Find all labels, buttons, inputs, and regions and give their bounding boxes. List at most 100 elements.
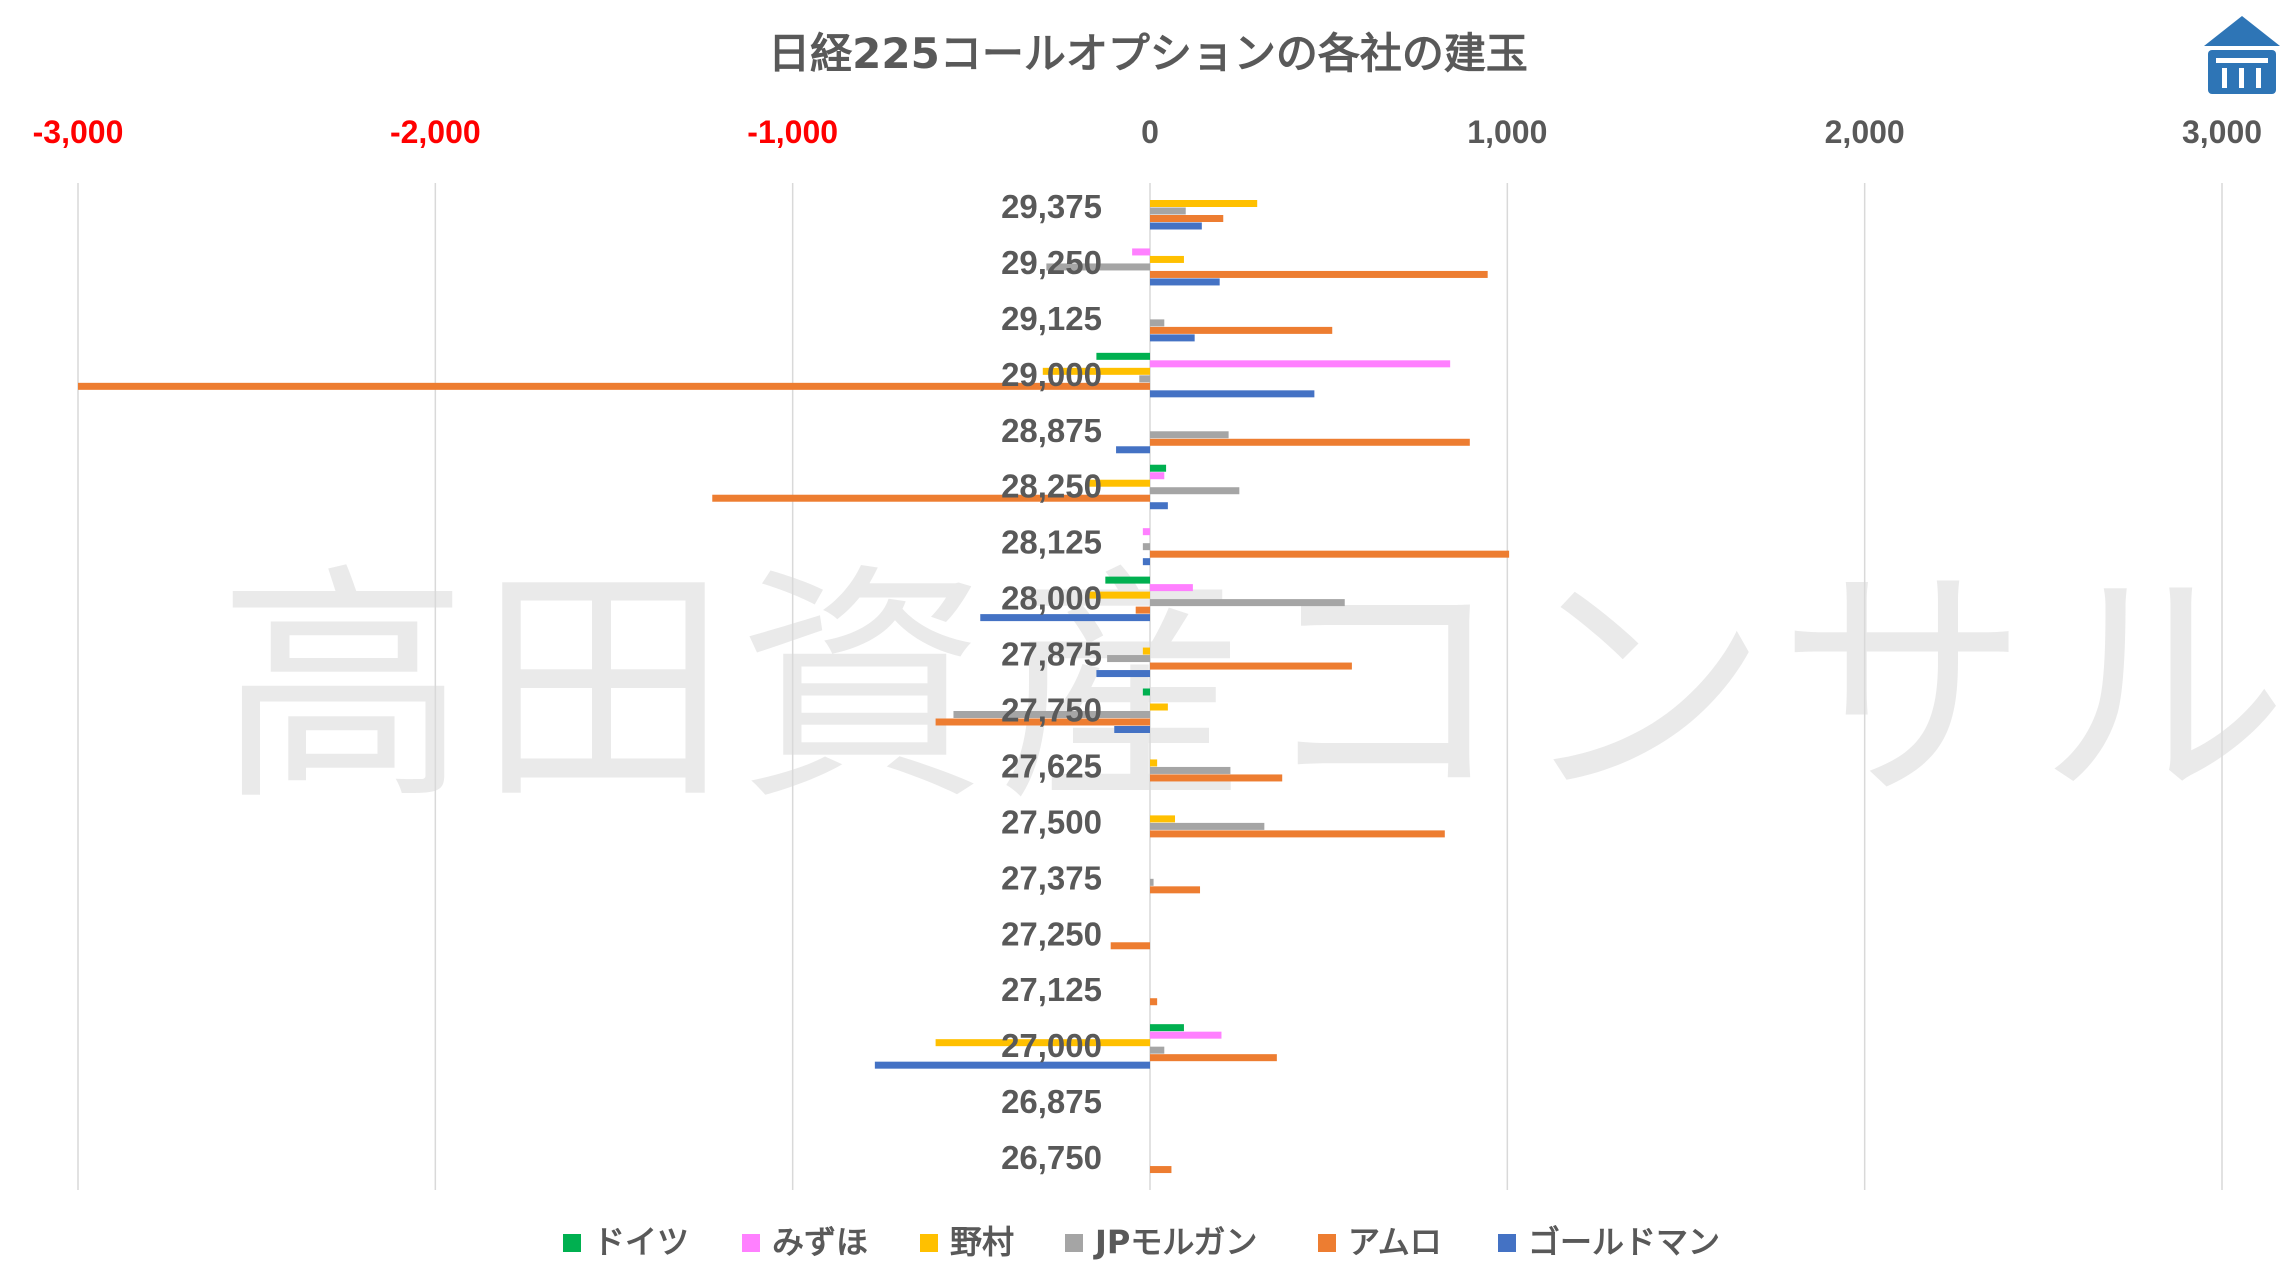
y-tick-label: 29,125 bbox=[1001, 300, 1102, 337]
bar bbox=[1150, 360, 1451, 368]
x-tick-label: -2,000 bbox=[390, 114, 481, 150]
legend-label: 野村 bbox=[950, 1223, 1014, 1261]
bar bbox=[1139, 375, 1150, 383]
legend-swatch bbox=[742, 1234, 760, 1252]
legend-swatch bbox=[1318, 1234, 1336, 1252]
y-tick-label: 28,125 bbox=[1001, 524, 1102, 561]
x-tick-label: 2,000 bbox=[1825, 114, 1905, 150]
bar bbox=[1089, 591, 1150, 599]
watermark: 高田資産コンサル bbox=[218, 543, 2290, 834]
bar bbox=[1135, 606, 1150, 614]
bar bbox=[1150, 599, 1345, 607]
bar bbox=[1150, 334, 1195, 342]
legend-swatch bbox=[920, 1234, 938, 1252]
legend: ドイツ みずほ 野村 JPモルガン アムロ ゴールドマン bbox=[563, 1223, 1720, 1261]
bar bbox=[1150, 1031, 1222, 1039]
bar bbox=[1150, 815, 1176, 823]
bar bbox=[1046, 263, 1150, 271]
bar bbox=[1150, 472, 1165, 480]
bar bbox=[1150, 759, 1158, 767]
y-tick-label: 29,375 bbox=[1001, 188, 1102, 225]
bar bbox=[1142, 543, 1150, 551]
bar bbox=[1150, 278, 1220, 286]
x-tick-label: 0 bbox=[1141, 114, 1159, 150]
bar bbox=[1150, 1054, 1277, 1062]
y-tick-label: 27,375 bbox=[1001, 859, 1102, 896]
bar bbox=[980, 614, 1150, 622]
bar bbox=[935, 1039, 1150, 1047]
bar bbox=[1105, 576, 1150, 584]
bar bbox=[1150, 222, 1202, 230]
y-tick-label: 27,500 bbox=[1001, 803, 1102, 840]
bar bbox=[1042, 367, 1150, 375]
x-tick-label: 3,000 bbox=[2182, 114, 2262, 150]
bar bbox=[1150, 255, 1184, 263]
y-tick-label: 27,750 bbox=[1001, 692, 1102, 729]
y-tick-label: 29,250 bbox=[1001, 244, 1102, 281]
bar bbox=[874, 1061, 1150, 1069]
bar bbox=[1150, 431, 1229, 439]
bar bbox=[1142, 558, 1150, 566]
bar bbox=[1150, 200, 1258, 207]
x-tick-label: -1,000 bbox=[747, 114, 838, 150]
bar bbox=[1150, 662, 1352, 670]
bar bbox=[1150, 464, 1167, 472]
bar bbox=[1150, 998, 1158, 1006]
legend-swatch bbox=[563, 1234, 581, 1252]
y-tick-label: 28,250 bbox=[1001, 468, 1102, 505]
bar bbox=[1150, 326, 1333, 334]
bar bbox=[1150, 550, 1510, 558]
bar bbox=[1150, 270, 1488, 278]
bar bbox=[1150, 390, 1315, 398]
bar bbox=[1150, 487, 1240, 495]
y-tick-label: 28,000 bbox=[1001, 580, 1102, 617]
bar bbox=[1150, 822, 1265, 830]
bar bbox=[1142, 647, 1150, 655]
bar bbox=[1150, 830, 1445, 838]
y-tick-label: 28,875 bbox=[1001, 412, 1102, 449]
bar bbox=[1150, 774, 1283, 782]
legend-label: アムロ bbox=[1348, 1223, 1442, 1261]
logo-icon bbox=[2204, 16, 2280, 94]
bar bbox=[1150, 319, 1165, 327]
legend-label: ドイツ bbox=[593, 1223, 689, 1261]
y-tick-label: 27,625 bbox=[1001, 747, 1102, 784]
x-tick-label: 1,000 bbox=[1467, 114, 1547, 150]
bar bbox=[1150, 438, 1470, 446]
x-tick-label: -3,000 bbox=[33, 114, 124, 150]
bar bbox=[1150, 502, 1168, 510]
bar bbox=[1150, 886, 1201, 894]
gridlines bbox=[77, 183, 2223, 1190]
bar bbox=[1142, 688, 1150, 696]
bar bbox=[712, 494, 1150, 502]
y-tick-label: 27,875 bbox=[1001, 636, 1102, 673]
legend-label: JPモルガン bbox=[1093, 1223, 1257, 1261]
bar bbox=[1150, 766, 1231, 774]
bar bbox=[1096, 352, 1150, 360]
x-axis-ticks: -3,000 -2,000 -1,000 0 1,000 2,000 3,000 bbox=[33, 114, 2262, 150]
chart-title: 日経225コールオプションの各社の建玉 bbox=[768, 29, 1528, 78]
y-tick-label: 27,250 bbox=[1001, 915, 1102, 952]
bar bbox=[1085, 479, 1150, 487]
bar bbox=[1107, 655, 1150, 663]
bar bbox=[1142, 528, 1150, 536]
legend-swatch bbox=[1065, 1234, 1083, 1252]
legend-label: ゴールドマン bbox=[1528, 1223, 1720, 1261]
bar bbox=[1150, 1046, 1165, 1054]
bar bbox=[1150, 1166, 1172, 1174]
legend-label: みずほ bbox=[772, 1223, 868, 1261]
bar bbox=[1110, 942, 1150, 950]
bar bbox=[1150, 703, 1168, 711]
bar bbox=[1150, 584, 1193, 592]
y-tick-label: 26,875 bbox=[1001, 1083, 1102, 1120]
y-tick-label: 26,750 bbox=[1001, 1139, 1102, 1176]
bar bbox=[1150, 207, 1186, 215]
bar bbox=[1150, 1024, 1184, 1032]
bar bbox=[935, 718, 1150, 726]
bar bbox=[1150, 878, 1154, 886]
y-tick-label: 27,125 bbox=[1001, 971, 1102, 1008]
bars bbox=[78, 200, 1510, 1174]
y-tick-label: 27,000 bbox=[1001, 1027, 1102, 1064]
bar bbox=[953, 711, 1150, 718]
